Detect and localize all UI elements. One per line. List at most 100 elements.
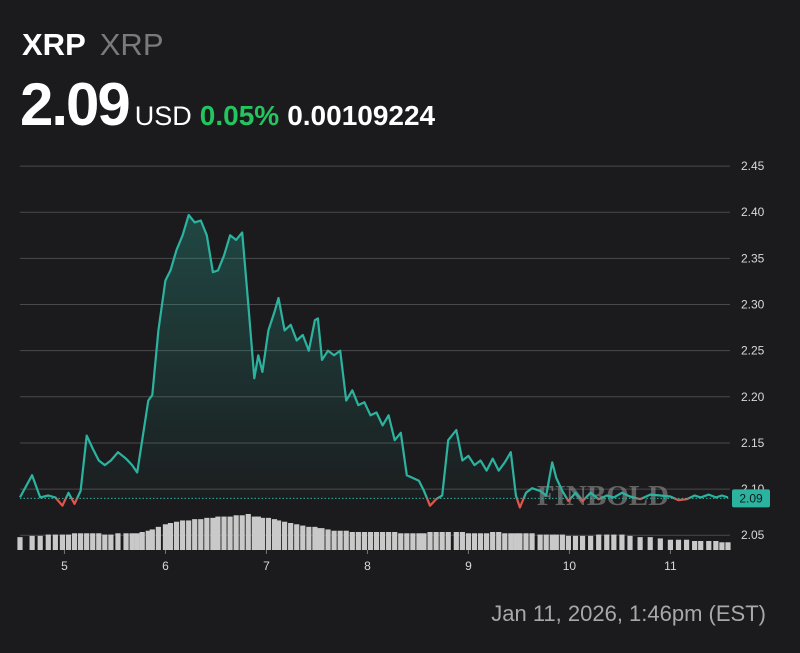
y-tick-label: 2.05 (741, 528, 765, 542)
volume-bar (331, 530, 337, 550)
volume-bar (465, 533, 472, 550)
x-tick-label: 10 (563, 559, 577, 573)
volume-bar (319, 528, 325, 550)
volume-bar (675, 539, 682, 550)
volume-bar (523, 533, 529, 550)
volume-bar (553, 534, 559, 550)
volume-bar (637, 537, 643, 550)
volume-bar (392, 532, 398, 550)
volume-bar (210, 517, 216, 550)
volume-bar (692, 541, 698, 550)
price-badge (732, 489, 770, 508)
volume-bar (17, 537, 23, 550)
volume-bar (549, 534, 555, 550)
volume-bar (233, 515, 239, 550)
volume-bar (543, 534, 549, 550)
volume-bar (619, 534, 625, 550)
volume-bar (245, 514, 251, 550)
volume-bar (579, 535, 586, 550)
y-tick-label: 2.30 (741, 298, 765, 312)
volume-bar (588, 535, 594, 550)
volume-bar (180, 520, 186, 550)
volume-bar (155, 526, 161, 550)
x-tick-label: 8 (364, 559, 371, 573)
volume-bar (490, 532, 496, 550)
volume-bar (77, 533, 84, 550)
volume-bar (139, 532, 145, 550)
volume-bar (255, 516, 261, 550)
currency: USD (135, 101, 192, 131)
volume-bar (108, 534, 114, 550)
volume-bar (129, 533, 135, 550)
volume-bar (227, 516, 233, 550)
volume-bar (565, 535, 572, 550)
y-tick-label: 2.45 (741, 159, 765, 173)
volume-bar (596, 534, 602, 550)
volume-bar (315, 528, 321, 550)
volume-bar (517, 533, 523, 550)
x-tick-label: 11 (664, 559, 677, 573)
volume-bar (433, 532, 439, 550)
volume-bar (373, 532, 380, 550)
volume-bar (215, 516, 221, 550)
volume-bar (337, 530, 343, 550)
volume-bar (45, 534, 51, 550)
volume-bar (96, 533, 102, 550)
volume-bar (427, 532, 433, 550)
symbol: XRP (22, 27, 86, 62)
y-tick-label: 2.40 (741, 205, 765, 219)
volume-bar (71, 533, 78, 550)
volume-bar (502, 533, 508, 550)
volume-bar (52, 534, 58, 550)
price: 2.09 (20, 71, 129, 138)
volume-bar (145, 530, 151, 550)
volume-bar (251, 516, 257, 550)
y-tick-label: 2.15 (741, 436, 765, 450)
y-tick-label: 2.20 (741, 390, 765, 404)
volume-bar (59, 534, 66, 550)
volume-bar (300, 525, 306, 550)
change-percent: 0.05% (200, 100, 279, 131)
volume-bar (421, 533, 427, 550)
volume-bar (379, 532, 386, 550)
volume-bar (604, 534, 610, 550)
volume-bar (529, 533, 535, 550)
volume-bar (198, 519, 204, 550)
timestamp: Jan 11, 2026, 1:46pm (EST) (491, 601, 766, 626)
volume-bar (84, 533, 90, 550)
volume-bar (439, 532, 445, 550)
volume-bar (173, 521, 180, 550)
volume-bar (459, 532, 465, 550)
volume-bar (667, 539, 674, 550)
price-badge-label: 2.09 (739, 491, 763, 505)
volume-bar (559, 534, 565, 550)
volume-bar (271, 519, 278, 550)
volume-bar (496, 532, 502, 550)
volume-bar (657, 538, 663, 550)
volume-bar (149, 529, 155, 550)
volume-bar (325, 529, 331, 550)
asset-name: XRP (100, 27, 164, 62)
x-tick-label: 9 (465, 559, 472, 573)
area (20, 215, 728, 508)
volume-bar (572, 535, 579, 550)
volume-bar (453, 532, 459, 550)
volume-bar (386, 532, 392, 550)
volume-bar (186, 520, 192, 550)
volume-bar (647, 537, 653, 550)
volume-bar (123, 533, 129, 550)
volume-bar (725, 542, 731, 550)
volume-bar (398, 533, 404, 550)
volume-bar (683, 539, 690, 550)
volume-bar (282, 521, 288, 550)
volume-bar (484, 533, 490, 550)
btc-price: 0.00109224 (287, 100, 435, 131)
volume-bar (167, 523, 174, 550)
volume-bar (288, 523, 294, 550)
x-tick-label: 7 (263, 559, 270, 573)
volume-bar (513, 533, 519, 550)
volume-bar (445, 532, 451, 550)
volume-bar (367, 532, 374, 550)
x-tick-label: 6 (162, 559, 169, 573)
